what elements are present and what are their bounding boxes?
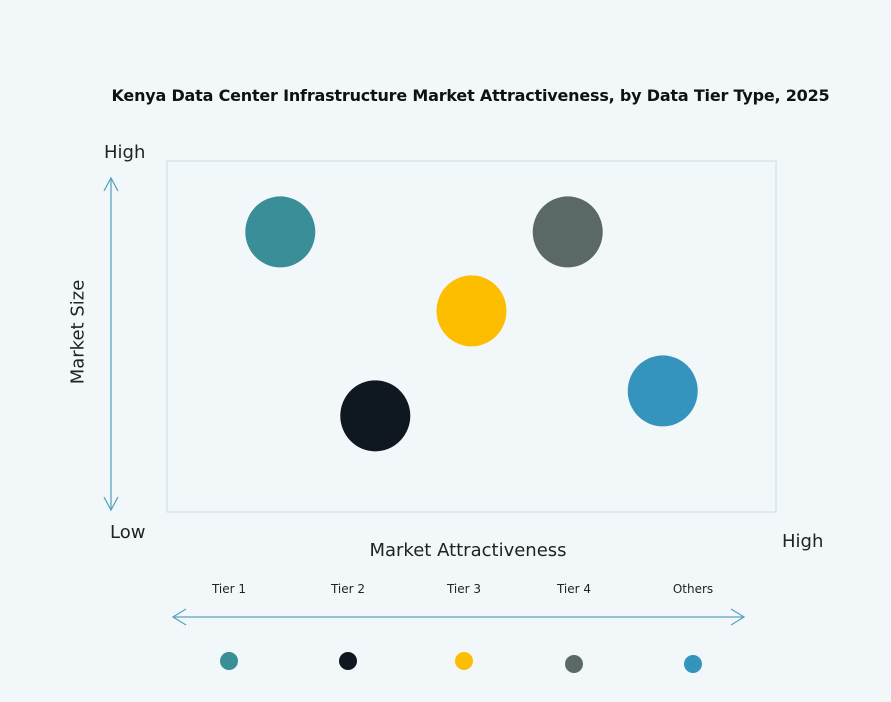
legend-marker-tier-4 xyxy=(565,655,583,673)
legend-label-tier-1: Tier 1 xyxy=(211,582,247,596)
bubble-tier-2 xyxy=(340,380,411,452)
y-arrow-down-head xyxy=(103,496,119,512)
y-high-label: High xyxy=(104,142,146,163)
bubble-tier-1 xyxy=(245,196,316,268)
plot-frame xyxy=(166,160,777,513)
bubble-tier-4 xyxy=(532,196,603,268)
x-axis-label: Market Attractiveness xyxy=(369,540,567,561)
bubble-tier-3 xyxy=(436,275,507,347)
legend-marker-others xyxy=(684,655,702,673)
legend-label-tier-2: Tier 2 xyxy=(330,582,366,596)
x-high-label: High xyxy=(782,531,824,552)
legend-arrow-right-head xyxy=(730,608,746,626)
chart-title: Kenya Data Center Infrastructure Market … xyxy=(111,86,830,105)
legend-label-tier-3: Tier 3 xyxy=(446,582,482,596)
x-low-label: Low xyxy=(110,522,146,543)
legend-arrow-left-head xyxy=(171,608,187,626)
legend-label-others: Others xyxy=(672,582,714,596)
bubble-others xyxy=(627,355,698,427)
y-arrow-up-head xyxy=(103,176,119,192)
legend-label-tier-4: Tier 4 xyxy=(556,582,592,596)
legend-marker-tier-2 xyxy=(339,652,357,670)
legend-marker-tier-1 xyxy=(220,652,238,670)
legend-marker-tier-3 xyxy=(455,652,473,670)
y-axis-label: Market Size xyxy=(67,279,89,385)
